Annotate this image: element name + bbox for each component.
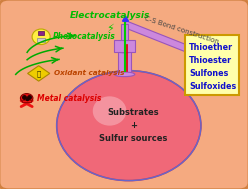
Text: Substrates
+
Sulfur sources: Substrates + Sulfur sources [99,108,168,143]
Ellipse shape [32,29,50,45]
Ellipse shape [93,96,126,126]
Text: Sulfones: Sulfones [189,69,229,78]
Bar [118,50,131,74]
Ellipse shape [114,72,135,77]
Bar [37,38,45,42]
Bar [38,31,44,35]
FancyBboxPatch shape [185,35,239,95]
Polygon shape [28,66,50,81]
Text: Sulfoxides: Sulfoxides [189,82,237,91]
Text: Metal catalysis: Metal catalysis [37,94,102,103]
Text: Thioether: Thioether [189,43,233,52]
Bar [114,40,135,52]
Text: Oxidant catalysis: Oxidant catalysis [54,70,125,77]
Text: Electrocatalysis: Electrocatalysis [69,11,150,20]
Text: Photocatalysis: Photocatalysis [53,32,115,41]
Bar [22,100,31,102]
Ellipse shape [20,94,33,103]
Text: ⚡: ⚡ [106,24,113,34]
Ellipse shape [116,48,134,53]
Text: C-S Bond construction: C-S Bond construction [143,16,219,46]
Text: Thioester: Thioester [189,56,232,65]
Text: ⛄: ⛄ [36,70,41,77]
Polygon shape [123,21,203,57]
Ellipse shape [57,71,201,181]
Bar [121,24,128,40]
